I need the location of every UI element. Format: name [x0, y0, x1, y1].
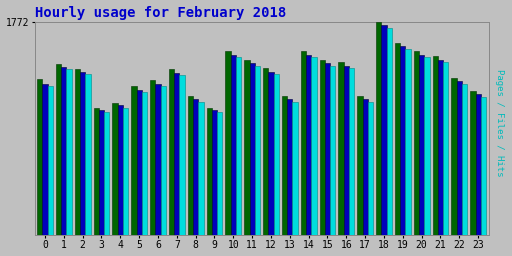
Bar — [131, 86, 137, 235]
Bar — [481, 97, 486, 235]
Bar — [155, 84, 161, 235]
Bar — [311, 57, 316, 235]
Bar — [113, 103, 118, 235]
Bar — [48, 86, 53, 235]
Bar — [206, 108, 212, 235]
Bar — [80, 72, 86, 235]
Text: Pages / Files / Hits: Pages / Files / Hits — [495, 69, 504, 177]
Bar — [381, 25, 387, 235]
Bar — [37, 79, 42, 235]
Bar — [292, 102, 298, 235]
Bar — [306, 55, 311, 235]
Bar — [376, 22, 381, 235]
Bar — [462, 84, 467, 235]
Bar — [424, 57, 430, 235]
Bar — [414, 51, 419, 235]
Bar — [470, 91, 476, 235]
Bar — [104, 112, 110, 235]
Bar — [287, 99, 292, 235]
Bar — [349, 68, 354, 235]
Bar — [395, 43, 400, 235]
Bar — [174, 73, 179, 235]
Bar — [263, 68, 268, 235]
Bar — [244, 60, 249, 235]
Bar — [225, 51, 231, 235]
Bar — [344, 66, 349, 235]
Bar — [330, 66, 335, 235]
Bar — [406, 49, 411, 235]
Bar — [400, 46, 406, 235]
Bar — [273, 74, 279, 235]
Bar — [268, 72, 273, 235]
Bar — [231, 55, 236, 235]
Bar — [362, 99, 368, 235]
Bar — [255, 66, 260, 235]
Bar — [419, 55, 424, 235]
Bar — [56, 64, 61, 235]
Bar — [198, 102, 204, 235]
Bar — [123, 108, 128, 235]
Bar — [249, 63, 255, 235]
Bar — [282, 95, 287, 235]
Bar — [452, 78, 457, 235]
Bar — [357, 95, 362, 235]
Bar — [179, 75, 185, 235]
Bar — [137, 90, 142, 235]
Bar — [217, 112, 222, 235]
Bar — [193, 99, 198, 235]
Bar — [42, 84, 48, 235]
Bar — [433, 56, 438, 235]
Bar — [188, 95, 193, 235]
Text: Hourly usage for February 2018: Hourly usage for February 2018 — [35, 6, 286, 19]
Bar — [368, 102, 373, 235]
Bar — [99, 110, 104, 235]
Bar — [212, 110, 217, 235]
Bar — [61, 67, 67, 235]
Bar — [319, 60, 325, 235]
Bar — [338, 62, 344, 235]
Bar — [325, 63, 330, 235]
Bar — [169, 69, 174, 235]
Bar — [438, 60, 443, 235]
Bar — [94, 108, 99, 235]
Bar — [150, 80, 155, 235]
Bar — [118, 105, 123, 235]
Bar — [86, 74, 91, 235]
Bar — [161, 86, 166, 235]
Bar — [75, 69, 80, 235]
Bar — [67, 69, 72, 235]
Bar — [301, 51, 306, 235]
Bar — [476, 94, 481, 235]
Bar — [457, 81, 462, 235]
Bar — [387, 28, 392, 235]
Bar — [236, 57, 241, 235]
Bar — [142, 92, 147, 235]
Bar — [443, 62, 449, 235]
